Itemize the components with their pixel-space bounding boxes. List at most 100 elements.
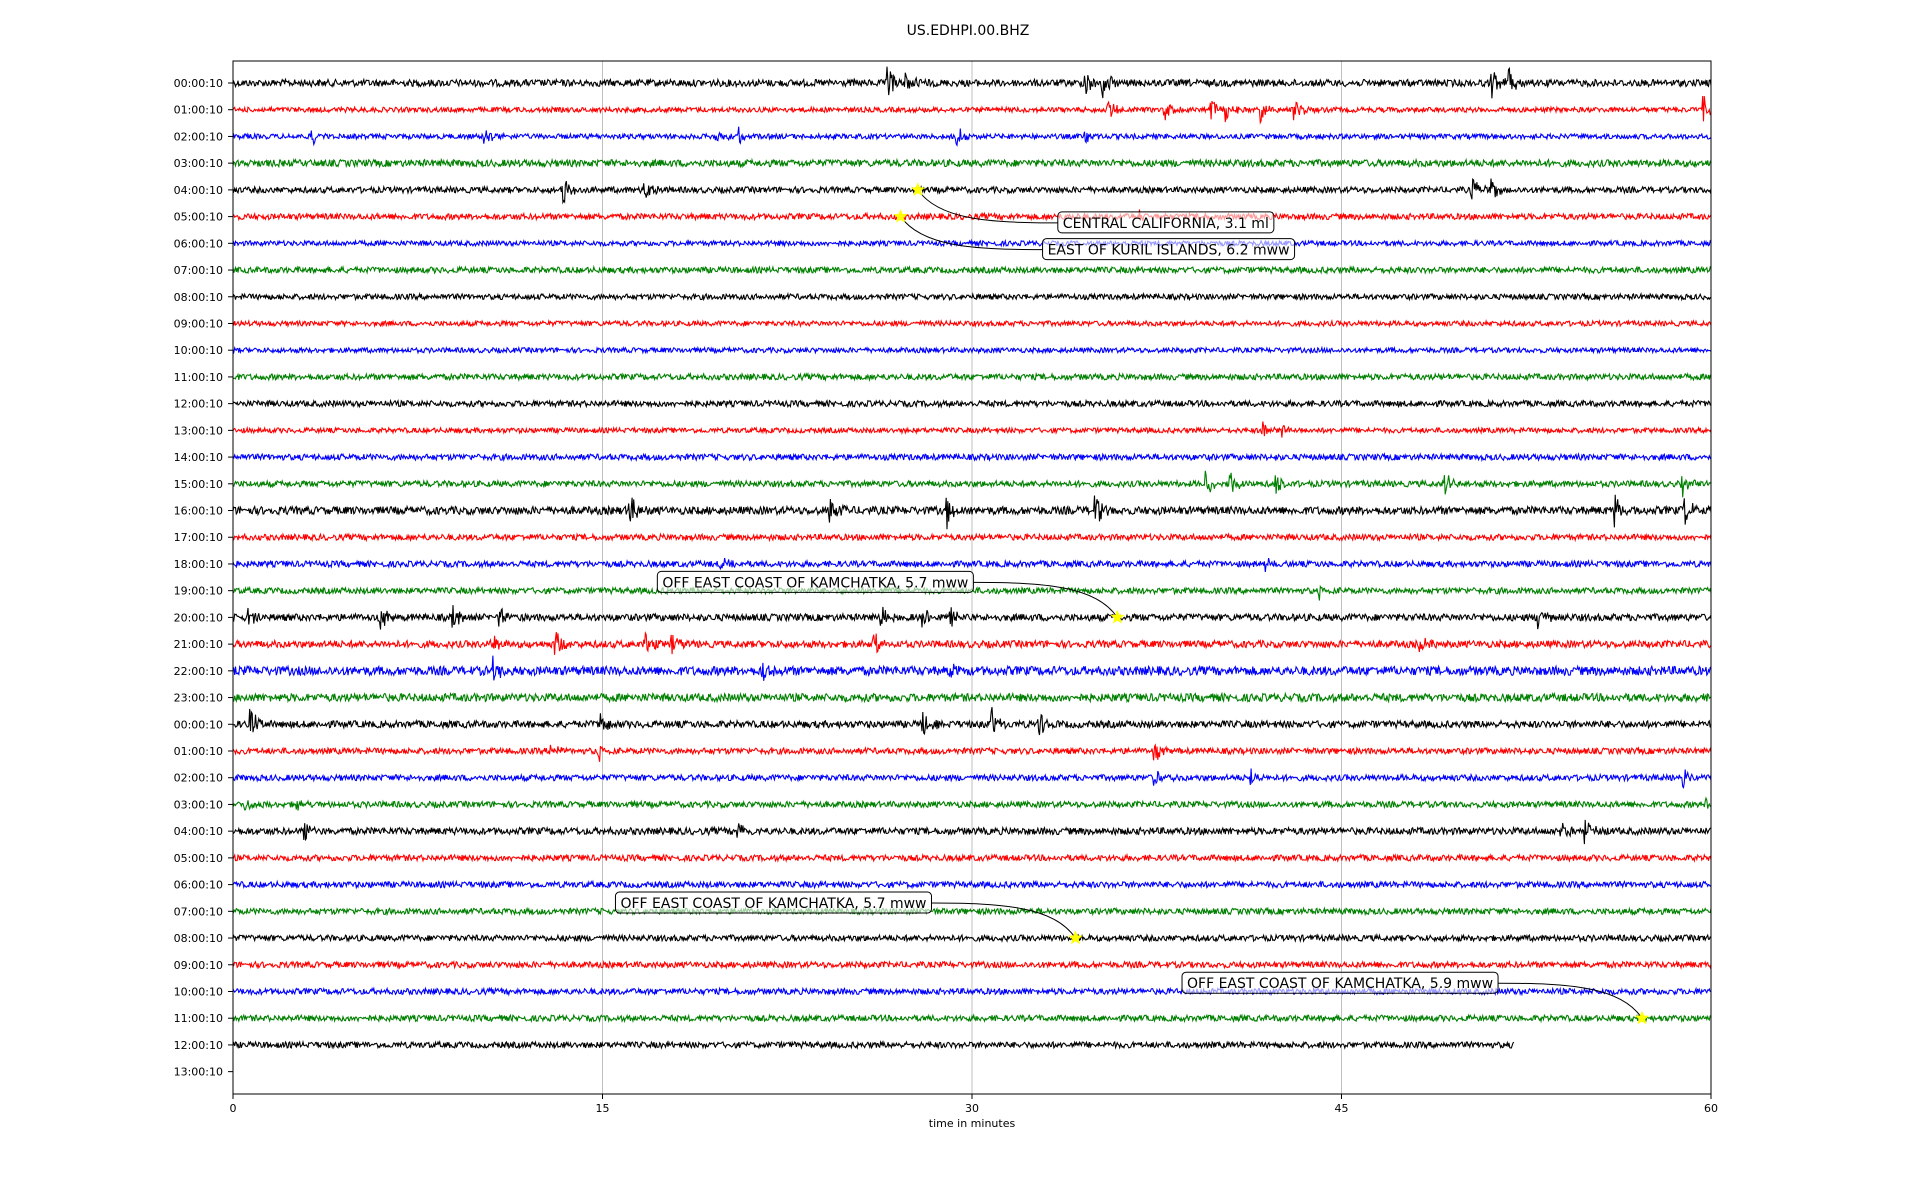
seismogram-trace (232, 157, 1712, 169)
event-star-marker (893, 208, 908, 223)
seismogram-trace (232, 291, 1712, 302)
event-label-box (656, 570, 974, 593)
event-annotation: OFF EAST COAST OF KAMCHATKA, 5.7 mww (656, 570, 1118, 618)
x-axis-label: time in minutes (929, 1117, 1016, 1130)
seismogram-trace (232, 557, 1712, 573)
row-time-label: 13:00:10 (174, 424, 223, 437)
row-time-label: 13:00:10 (174, 1066, 223, 1079)
row-time-label: 06:00:10 (174, 879, 223, 892)
row-time-label: 05:00:10 (174, 852, 223, 865)
row-time-label: 00:00:10 (174, 77, 223, 90)
row-time-label: 00:00:10 (174, 718, 223, 731)
seismogram-trace (232, 1039, 1515, 1050)
row-time-label: 22:00:10 (174, 665, 223, 678)
seismogram-trace (232, 768, 1712, 789)
seismogram-trace (232, 932, 1712, 944)
plot-frame (232, 60, 1712, 1095)
event-connector (1498, 982, 1643, 1019)
seismogram-trace (232, 1013, 1712, 1024)
seismogram-trace (232, 178, 1712, 205)
event-label: EAST OF KURIL ISLANDS, 6.2 mww (1048, 243, 1290, 259)
seismogram-trace (232, 655, 1712, 681)
x-tick-label: 60 (1704, 1102, 1718, 1115)
seismogram-trace (232, 264, 1712, 276)
seismogram-trace (232, 345, 1712, 355)
row-time-label: 03:00:10 (174, 157, 223, 170)
event-label: OFF EAST COAST OF KAMCHATKA, 5.9 mww (1187, 976, 1493, 992)
event-label: OFF EAST COAST OF KAMCHATKA, 5.7 mww (620, 896, 926, 912)
seismogram-trace (232, 371, 1712, 382)
x-axis-ticks: 0 15 30 45 60 (230, 1094, 1718, 1115)
seismogram-trace (232, 852, 1712, 863)
x-tick-label: 30 (965, 1102, 979, 1115)
row-time-label: 10:00:10 (174, 985, 223, 998)
event-connector (931, 902, 1076, 939)
seismogram-trace (232, 879, 1712, 890)
event-connector (973, 581, 1118, 618)
event-star-marker (1634, 1010, 1650, 1025)
event-label: OFF EAST COAST OF KAMCHATKA, 5.7 mww (662, 575, 968, 591)
row-time-label: 09:00:10 (174, 317, 223, 330)
seismogram-trace (232, 470, 1712, 498)
row-time-label: 01:00:10 (174, 745, 223, 758)
seismogram-trace (232, 398, 1712, 409)
row-time-label: 11:00:10 (174, 371, 223, 384)
row-time-label: 08:00:10 (174, 932, 223, 945)
seismogram-trace (232, 209, 1712, 222)
chart-title: US.EDHPI.00.BHZ (907, 23, 1030, 39)
seismogram-trace (232, 318, 1712, 329)
seismogram-trace (232, 95, 1712, 125)
row-time-label: 19:00:10 (174, 585, 223, 598)
row-time-label: 20:00:10 (174, 611, 223, 624)
event-annotation: EAST OF KURIL ISLANDS, 6.2 mww (900, 216, 1296, 261)
event-label-box (614, 891, 932, 914)
seismogram-trace (232, 126, 1712, 147)
seismogram-trace (232, 605, 1712, 630)
row-time-label: 06:00:10 (174, 237, 223, 250)
row-time-label: 14:00:10 (174, 451, 223, 464)
event-label-box (1057, 211, 1275, 234)
seismogram-trace (232, 959, 1712, 970)
seismogram-trace (232, 630, 1712, 655)
event-label-box (1042, 238, 1296, 261)
event-star-marker (1110, 609, 1125, 624)
event-connector (900, 216, 1043, 251)
seismogram-trace (232, 707, 1712, 736)
row-time-label: 18:00:10 (174, 558, 223, 571)
x-tick-label: 0 (230, 1102, 237, 1115)
row-time-label: 12:00:10 (174, 398, 223, 411)
row-time-label: 08:00:10 (174, 291, 223, 304)
seismogram-trace (232, 532, 1712, 543)
row-time-label: 16:00:10 (174, 505, 223, 518)
seismogram-trace (232, 238, 1712, 248)
row-time-label: 15:00:10 (174, 478, 223, 491)
row-time-labels: 00:00:10 01:00:10 02:00:10 03:00:10 04:00:10… (174, 77, 233, 1079)
row-time-label: 10:00:10 (174, 344, 223, 357)
row-time-label: 05:00:10 (174, 211, 223, 224)
event-label: CENTRAL CALIFORNIA, 3.1 ml (1063, 216, 1269, 232)
x-tick-label: 15 (596, 1102, 610, 1115)
seismogram-trace (232, 66, 1712, 99)
row-time-label: 02:00:10 (174, 130, 223, 143)
seismogram-trace (232, 796, 1712, 811)
row-time-label: 07:00:10 (174, 905, 223, 918)
event-annotation: OFF EAST COAST OF KAMCHATKA, 5.7 mww (614, 891, 1076, 939)
row-time-label: 12:00:10 (174, 1039, 223, 1052)
seismogram-trace (232, 494, 1712, 530)
row-time-label: 03:00:10 (174, 798, 223, 811)
row-time-label: 11:00:10 (174, 1012, 223, 1025)
event-connector (917, 189, 1058, 224)
x-tick-label: 45 (1335, 1102, 1349, 1115)
event-label-box (1181, 971, 1499, 994)
event-annotation: OFF EAST COAST OF KAMCHATKA, 5.9 mww (1181, 971, 1643, 1019)
row-time-label: 04:00:10 (174, 184, 223, 197)
event-star-marker (1068, 930, 1083, 945)
seismogram-trace (232, 691, 1712, 704)
row-time-label: 04:00:10 (174, 825, 223, 838)
seismogram-trace (232, 819, 1712, 845)
row-time-label: 02:00:10 (174, 772, 223, 785)
row-time-label: 17:00:10 (174, 531, 223, 544)
event-annotations: CENTRAL CALIFORNIA, 3.1 ml EAST OF KURIL … (614, 182, 1650, 1025)
row-time-label: 07:00:10 (174, 264, 223, 277)
